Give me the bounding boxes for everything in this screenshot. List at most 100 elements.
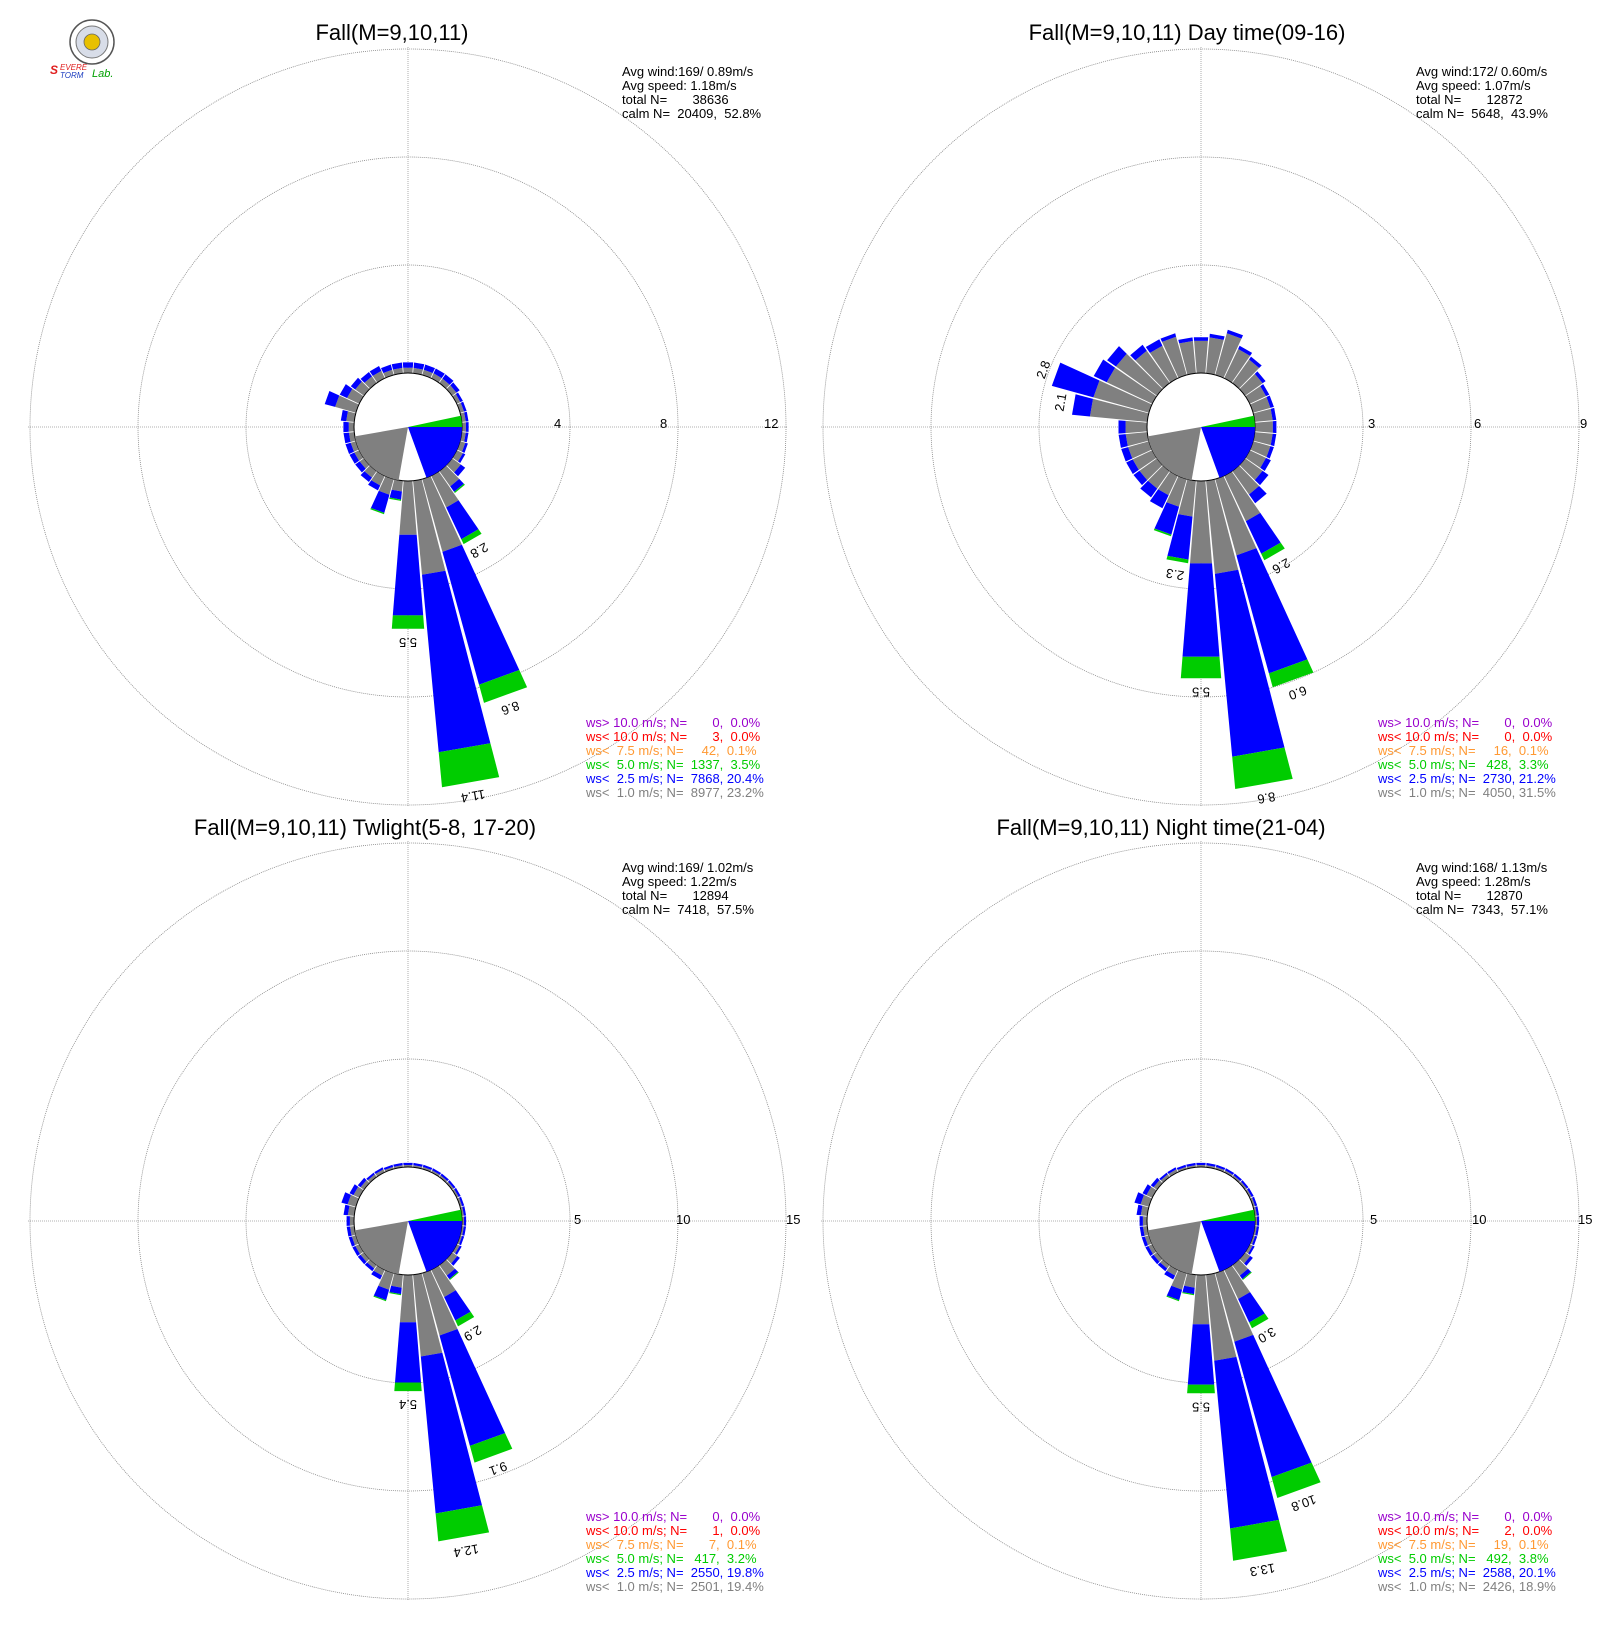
bar-blue-40 [440, 1173, 449, 1181]
ring-labels: 5 10 15 [1370, 1212, 1592, 1227]
bar-blue-120 [1260, 457, 1271, 471]
bar-blue-200 [373, 1285, 390, 1301]
bar-blue-260 [346, 1226, 352, 1237]
bar-value-label: 2.1 [1052, 392, 1070, 412]
bar-gray-40 [1232, 359, 1260, 389]
bar-blue-330 [1167, 1167, 1177, 1174]
bar-blue-130 [454, 464, 466, 477]
calm-pie-green [408, 1209, 462, 1221]
calm-pie-blue [408, 1221, 462, 1272]
bar-gray-170 [413, 479, 446, 575]
bar-blue-230 [1133, 470, 1148, 486]
bar-blue-180 [395, 1322, 421, 1383]
avg-wind-text: Avg wind:169/ 1.02m/s [622, 860, 754, 875]
bar-green-190 [389, 497, 402, 501]
bar-blue-170 [1214, 1356, 1279, 1529]
bar-blue-20 [1226, 329, 1243, 339]
bar-blue-320 [366, 1172, 375, 1181]
bar-gray-20 [422, 1166, 432, 1172]
bar-blue-240 [352, 1246, 360, 1256]
bar-gray-90 [1254, 421, 1273, 433]
grid-ring-2 [137, 950, 679, 1492]
bar-blue-320 [360, 372, 372, 383]
bar-green-140 [449, 1271, 459, 1280]
bar-blue-90 [465, 422, 469, 432]
bar-blue-190 [1167, 514, 1193, 560]
bar-blue-110 [1252, 1235, 1258, 1246]
stats-block: Avg wind:169/ 1.02m/s Avg speed: 1.22m/s… [622, 860, 754, 917]
bar-blue-130 [451, 1256, 460, 1266]
stats-block: Avg wind:168/ 1.13m/s Avg speed: 1.28m/s… [1416, 860, 1548, 917]
bar-blue-40 [442, 374, 454, 385]
bar-blue-120 [458, 453, 466, 463]
bar-gray-280 [1140, 1205, 1149, 1216]
bar-gray-40 [439, 1175, 448, 1183]
bar-blue-280 [340, 410, 348, 422]
calm-pie-green [1201, 415, 1255, 427]
bar-gray-280 [346, 411, 356, 422]
ring-label-3: 12 [764, 416, 778, 431]
bar-blue-350 [393, 1162, 403, 1167]
bar-gray-230 [359, 458, 370, 469]
bar-gray-210 [371, 471, 385, 486]
svg-text:S: S [50, 63, 58, 77]
bar-blue-110 [459, 1235, 465, 1246]
bar-gray-160 [1215, 1270, 1254, 1342]
bar-gray-50 [1239, 1181, 1247, 1190]
bar-gray-40 [439, 378, 450, 389]
avg-wind-text: Avg wind:169/ 0.89m/s [622, 64, 754, 79]
bar-labels: 2.88.611.45.5 [399, 540, 521, 806]
bar-blue-150 [1245, 512, 1281, 554]
bar-gray-180 [1190, 480, 1212, 564]
bar-gray-110 [1250, 1235, 1256, 1245]
ring-labels: 5 10 15 [574, 1212, 800, 1227]
bar-blue-240 [1126, 459, 1139, 474]
calm-n-text: calm N= 7418, 57.5% [622, 902, 754, 917]
bar-gray-190 [1178, 479, 1196, 517]
bar-gray-170 [413, 1273, 443, 1357]
legend-entry-ws-lt-7-5: ws< 7.5 m/s; N= 42, 0.1% [585, 743, 757, 758]
bar-blue-220 [1157, 1262, 1168, 1272]
bar-gray-330 [1168, 1169, 1178, 1177]
bar-green-170 [1232, 747, 1293, 789]
calm-n-text: calm N= 5648, 43.9% [1416, 106, 1548, 121]
bar-gray-30 [431, 1170, 440, 1177]
windrose-panel-1: Fall(M=9,10,11) 2.88.611.45.5 4 8 12 Avg… [28, 20, 788, 807]
bar-blue-280 [1072, 394, 1093, 417]
bar-blue-180 [1187, 1324, 1215, 1385]
bar-blue-340 [383, 1164, 394, 1170]
bar-gray-100 [1253, 1226, 1257, 1236]
ring-labels: 4 8 12 [554, 416, 778, 431]
bar-blue-190 [389, 489, 402, 500]
bar-gray-90 [461, 422, 466, 432]
bar-gray-140 [439, 1259, 455, 1276]
bar-gray-300 [353, 1186, 364, 1198]
bar-gray-10 [413, 367, 423, 375]
bar-gray-260 [348, 432, 356, 442]
bar-blue-270 [343, 421, 349, 433]
bar-blue-210 [371, 1270, 383, 1280]
bar-gray-220 [367, 1259, 377, 1269]
bar-blue-170 [1214, 569, 1285, 757]
bar-gray-280 [1089, 398, 1149, 422]
bar-blue-150 [1238, 1292, 1265, 1323]
bar-green-180 [1180, 656, 1222, 679]
bar-gray-250 [1144, 1235, 1152, 1246]
bar-value-label: 11.4 [460, 787, 487, 806]
bar-blue-130 [1254, 470, 1269, 486]
bar-green-190 [1166, 555, 1189, 564]
bar-blue-250 [345, 442, 354, 454]
bar-blue-220 [1140, 480, 1158, 498]
bar-gray-30 [1224, 349, 1251, 383]
bar-gray-80 [1253, 1206, 1257, 1216]
bar-green-150 [1261, 542, 1285, 561]
ring-label-1: 5 [1370, 1212, 1377, 1227]
bar-gray-300 [1146, 1186, 1157, 1198]
ring-label-3: 15 [786, 1212, 800, 1227]
bar-gray-340 [1162, 336, 1187, 378]
bar-blue-150 [444, 1290, 471, 1321]
bar-blue-310 [350, 377, 362, 390]
bar-gray-20 [1215, 333, 1242, 378]
bar-gray-230 [1153, 1252, 1163, 1262]
avg-speed-text: Avg speed: 1.22m/s [622, 874, 737, 889]
